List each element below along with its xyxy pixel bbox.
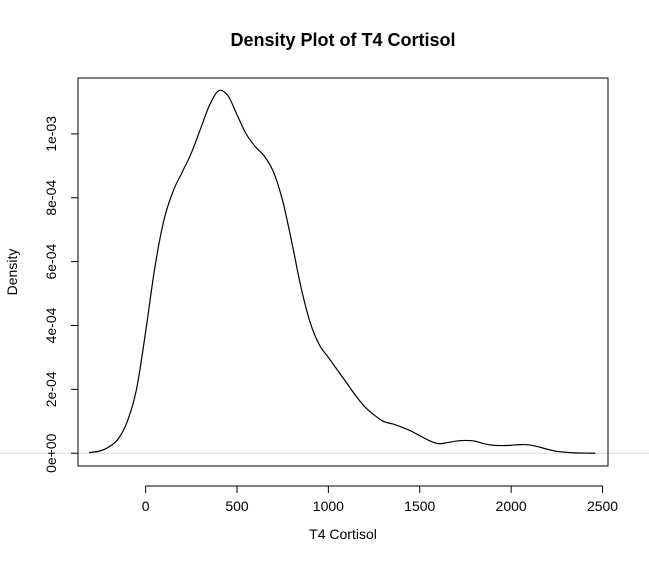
- y-axis-label: Density: [4, 249, 20, 296]
- y-axis: 0e+00 2e-04 4e-04 6e-04 8e-04 1e-03: [43, 116, 79, 473]
- x-axis: 0 500 1000 1500 2000 2500: [142, 485, 618, 514]
- plot-region-box: [77, 77, 609, 467]
- y-tick-label: 2e-04: [43, 371, 59, 407]
- x-axis-label: T4 Cortisol: [309, 526, 377, 542]
- y-tick-label: 4e-04: [43, 307, 59, 343]
- x-tick-label: 0: [142, 498, 150, 514]
- y-tick-label: 8e-04: [43, 180, 59, 216]
- x-tick-label: 500: [225, 498, 249, 514]
- x-tick-label: 1000: [313, 498, 344, 514]
- y-tick-label: 6e-04: [43, 244, 59, 280]
- x-tick-label: 2500: [587, 498, 618, 514]
- x-tick-label: 2000: [496, 498, 527, 514]
- y-tick-label: 1e-03: [43, 116, 59, 152]
- density-curve: [88, 89, 596, 454]
- x-tick-label: 1500: [404, 498, 435, 514]
- y-tick-label: 0e+00: [43, 433, 59, 473]
- chart-title: Density Plot of T4 Cortisol: [230, 30, 455, 50]
